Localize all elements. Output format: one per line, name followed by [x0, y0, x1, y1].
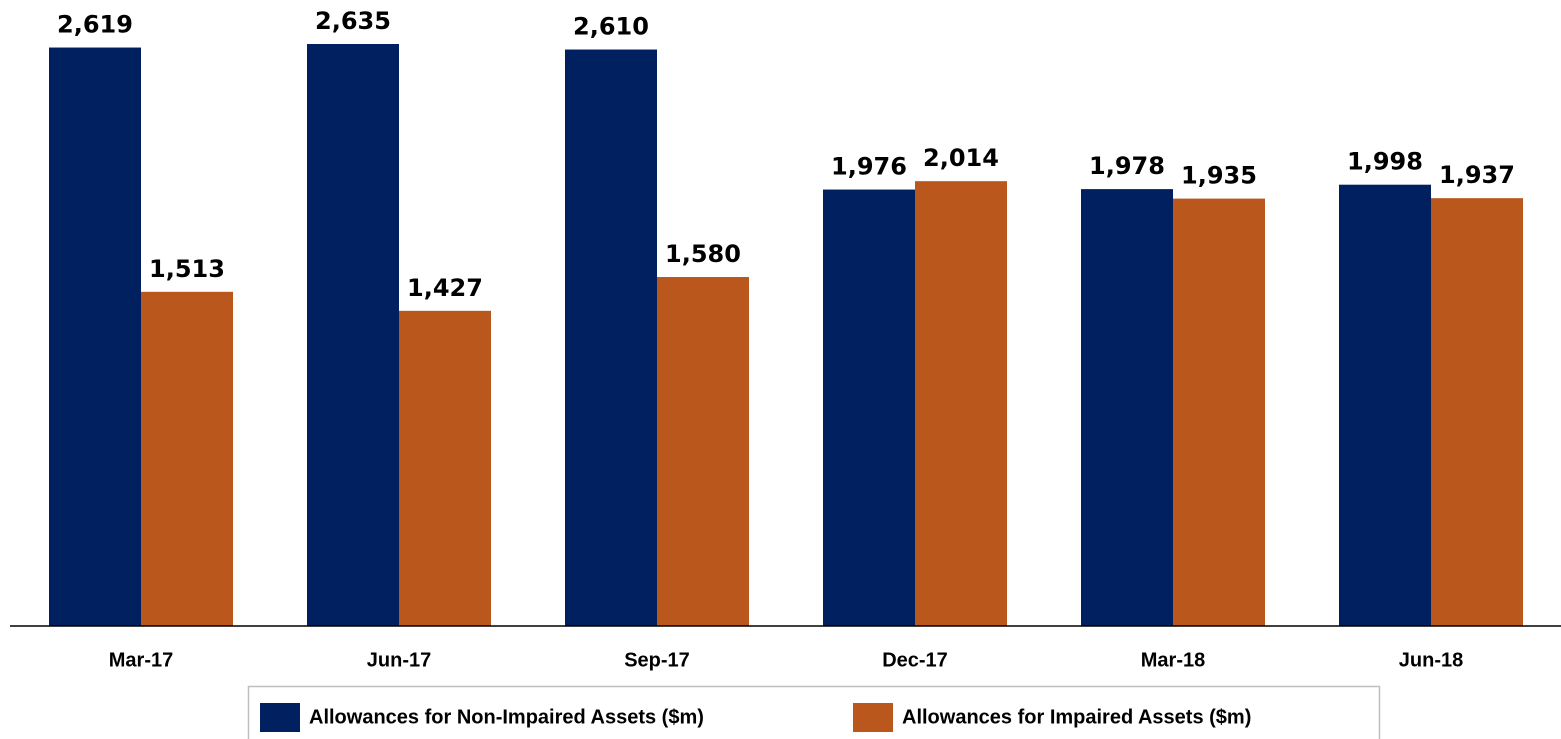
bar [49, 47, 141, 627]
legend-swatch [853, 703, 893, 732]
value-label: 1,937 [1439, 161, 1515, 189]
value-label: 1,976 [831, 153, 907, 181]
value-label: 1,513 [149, 255, 225, 283]
bar [823, 189, 915, 626]
value-label: 1,935 [1181, 162, 1257, 190]
legend-label: Allowances for Non-Impaired Assets ($m) [309, 706, 704, 728]
value-label: 2,619 [57, 11, 133, 39]
x-tick-label: Sep-17 [624, 649, 690, 671]
bar [1173, 198, 1265, 626]
value-label: 2,635 [315, 7, 391, 35]
legend-label: Allowances for Impaired Assets ($m) [902, 706, 1251, 728]
x-tick-label: Mar-17 [109, 649, 173, 671]
x-tick-label: Jun-18 [1399, 649, 1463, 671]
legend-swatch [260, 703, 300, 732]
x-tick-label: Mar-18 [1141, 649, 1205, 671]
x-tick-label: Jun-17 [367, 649, 431, 671]
bar [1339, 184, 1431, 626]
bar [307, 44, 399, 626]
value-label: 2,610 [573, 13, 649, 41]
bar [915, 181, 1007, 626]
bar [141, 291, 233, 626]
bar [399, 310, 491, 626]
bar [565, 49, 657, 626]
x-tick-label: Dec-17 [882, 649, 948, 671]
value-label: 2,014 [923, 144, 999, 172]
value-label: 1,978 [1089, 152, 1165, 180]
value-label: 1,427 [407, 274, 483, 302]
legend-box [247, 685, 1381, 739]
bar [1081, 189, 1173, 627]
bar [657, 277, 749, 626]
value-label: 1,580 [665, 240, 741, 268]
value-label: 1,998 [1347, 148, 1423, 176]
bar [1431, 198, 1523, 627]
